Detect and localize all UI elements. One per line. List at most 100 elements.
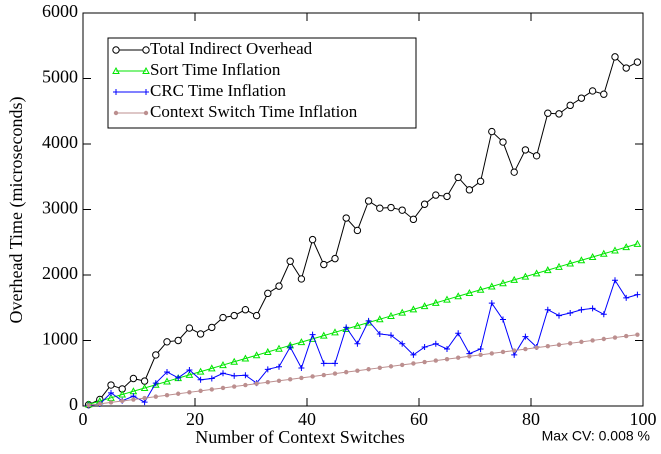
- point: [399, 340, 406, 347]
- point: [522, 333, 529, 340]
- point: [331, 254, 339, 263]
- point: [456, 355, 461, 360]
- point: [375, 315, 384, 323]
- point: [590, 338, 595, 343]
- point: [143, 89, 149, 95]
- point: [219, 313, 227, 322]
- point: [220, 385, 226, 391]
- point: [499, 138, 507, 146]
- point: [577, 94, 586, 102]
- point: [611, 246, 619, 254]
- y-tick-label: 6000: [42, 1, 78, 21]
- y-tick-label: 2000: [42, 263, 78, 283]
- point: [198, 388, 203, 394]
- point: [633, 239, 642, 247]
- point: [230, 311, 238, 320]
- point: [544, 109, 552, 117]
- point: [140, 383, 149, 391]
- x-axis-label: Number of Context Switches: [195, 427, 404, 447]
- point: [579, 339, 584, 345]
- point: [467, 354, 472, 359]
- point: [107, 381, 115, 389]
- point: [556, 312, 562, 319]
- point: [287, 344, 294, 351]
- point: [544, 306, 551, 313]
- point: [476, 177, 485, 186]
- point: [113, 110, 119, 116]
- point: [108, 389, 114, 396]
- point: [635, 332, 640, 337]
- point: [622, 243, 631, 251]
- point: [500, 349, 506, 355]
- point: [454, 292, 463, 300]
- point: [543, 266, 552, 274]
- point: [320, 260, 328, 269]
- point: [332, 360, 338, 367]
- point: [196, 367, 205, 375]
- point: [599, 249, 608, 257]
- point: [432, 340, 439, 347]
- point: [377, 365, 382, 371]
- point: [500, 316, 506, 323]
- point: [319, 331, 328, 339]
- point: [344, 369, 349, 375]
- point: [443, 295, 451, 303]
- series-line: [88, 243, 638, 405]
- point: [511, 351, 518, 358]
- point: [566, 101, 574, 110]
- point: [176, 391, 181, 396]
- point: [241, 354, 250, 362]
- x-tick-label: 40: [298, 409, 316, 429]
- point: [152, 351, 160, 359]
- point: [118, 390, 127, 398]
- point: [355, 368, 360, 373]
- point: [388, 364, 394, 369]
- point: [478, 352, 483, 358]
- point: [86, 403, 91, 408]
- point: [589, 305, 596, 312]
- point: [120, 398, 125, 404]
- point: [209, 387, 214, 392]
- point: [232, 384, 237, 389]
- series-line: [88, 334, 638, 406]
- point: [332, 371, 338, 376]
- point: [142, 395, 147, 401]
- point: [220, 370, 226, 377]
- point: [566, 259, 575, 267]
- point: [465, 186, 474, 194]
- point: [601, 336, 606, 342]
- point: [410, 351, 417, 358]
- point: [143, 110, 149, 116]
- point: [476, 285, 485, 293]
- point: [465, 288, 474, 297]
- point: [443, 192, 451, 201]
- point: [420, 200, 429, 208]
- point: [320, 360, 327, 367]
- point: [142, 46, 150, 54]
- legend-label: Total Indirect Overhead: [150, 39, 313, 58]
- point: [297, 338, 306, 346]
- point: [108, 400, 114, 405]
- point: [422, 359, 427, 365]
- x-tick-label: 100: [630, 409, 657, 429]
- point: [299, 375, 304, 381]
- point: [611, 53, 619, 61]
- point: [624, 333, 629, 339]
- point: [409, 305, 418, 313]
- point: [432, 191, 440, 199]
- point: [578, 306, 585, 313]
- point: [185, 324, 194, 332]
- y-tick-label: 4000: [42, 132, 78, 152]
- point: [112, 66, 120, 74]
- point: [163, 377, 171, 385]
- point: [376, 330, 383, 337]
- point: [623, 294, 630, 301]
- point: [174, 336, 182, 345]
- point: [243, 382, 248, 388]
- point: [264, 289, 272, 298]
- point: [164, 392, 170, 398]
- legend: [107, 37, 417, 129]
- point: [275, 344, 283, 352]
- y-tick-label: 1000: [42, 329, 78, 349]
- point: [588, 87, 597, 95]
